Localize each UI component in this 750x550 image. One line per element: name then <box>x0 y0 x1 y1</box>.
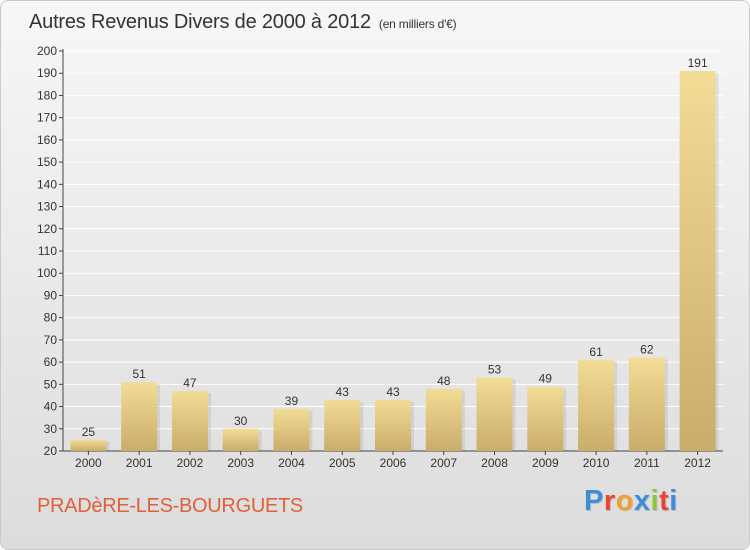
data-label-2002: 47 <box>183 376 197 390</box>
data-label-2012: 191 <box>688 56 708 70</box>
y-tick-label: 160 <box>37 133 57 147</box>
bar-2005 <box>324 399 361 451</box>
y-tick-label: 90 <box>44 288 58 302</box>
y-tick-label: 110 <box>38 244 57 258</box>
x-tick-label-2005: 2005 <box>329 456 356 470</box>
bar-2003 <box>222 428 259 451</box>
bar-2006 <box>375 399 411 451</box>
logo-letter: r <box>603 485 616 517</box>
y-tick-label: 50 <box>44 377 58 391</box>
y-tick-label: 140 <box>37 177 57 191</box>
y-tick-label: 180 <box>37 88 57 102</box>
bar-2002 <box>171 391 208 451</box>
y-tick-label: 130 <box>37 200 57 214</box>
data-label-2010: 61 <box>589 345 603 359</box>
y-tick-label: 200 <box>37 44 57 58</box>
y-tick-label: 190 <box>37 66 57 80</box>
data-label-2004: 39 <box>285 394 299 408</box>
x-tick-label-2007: 2007 <box>430 456 457 470</box>
logo-letter: o <box>615 485 634 517</box>
y-tick-label: 40 <box>44 400 58 414</box>
chart-unit: (en milliers d'€) <box>378 17 457 31</box>
bar-2012 <box>679 71 716 451</box>
data-label-2006: 43 <box>386 385 400 399</box>
y-tick-label: 30 <box>44 422 58 436</box>
y-tick-label: 60 <box>44 355 58 369</box>
city-name: PRADèRE-LES-BOURGUETS <box>37 495 303 517</box>
data-label-2005: 43 <box>336 385 350 399</box>
x-tick-label-2006: 2006 <box>380 456 407 470</box>
y-tick-label: 150 <box>37 155 57 169</box>
x-tick-label-2004: 2004 <box>278 456 305 470</box>
y-tick-label: 170 <box>37 111 57 125</box>
logo-letter: x <box>633 485 651 517</box>
data-label-2011: 62 <box>640 343 654 357</box>
x-tick-label-2002: 2002 <box>177 456 204 470</box>
data-label-2000: 25 <box>82 425 96 439</box>
x-tick-label-2008: 2008 <box>481 456 508 470</box>
bar-2007 <box>425 388 462 451</box>
x-tick-label-2003: 2003 <box>227 456 254 470</box>
data-label-2008: 53 <box>488 363 502 377</box>
logo-letter: t <box>659 485 670 517</box>
x-tick-label-2011: 2011 <box>634 456 660 470</box>
x-tick-label-2012: 2012 <box>684 456 711 470</box>
data-label-2001: 51 <box>132 367 146 381</box>
chart-title-text: Autres Revenus Divers de 2000 à 2012 <box>29 11 371 33</box>
x-tick-label-2000: 2000 <box>75 456 102 470</box>
y-tick-label: 100 <box>37 266 57 280</box>
proxiti-logo: Proxiti <box>584 485 678 518</box>
x-tick-label-2010: 2010 <box>583 456 610 470</box>
bar-2001 <box>121 382 158 451</box>
data-label-2007: 48 <box>437 374 451 388</box>
bar-2010 <box>578 359 615 451</box>
x-tick-label-2001: 2001 <box>126 456 153 470</box>
y-tick-label: 80 <box>44 311 58 325</box>
y-tick-label: 20 <box>44 444 58 458</box>
chart-title: Autres Revenus Divers de 2000 à 2012 (en … <box>29 11 457 34</box>
data-label-2003: 30 <box>234 414 248 428</box>
logo-letter: i <box>650 485 660 517</box>
logo-letter: i <box>669 485 678 517</box>
y-tick-label: 120 <box>37 222 57 236</box>
bar-2004 <box>273 408 310 451</box>
data-label-2009: 49 <box>539 372 553 386</box>
y-tick-label: 70 <box>44 333 58 347</box>
bar-2000 <box>70 439 107 451</box>
x-tick-label-2009: 2009 <box>532 456 559 470</box>
logo-letter: P <box>584 485 604 517</box>
bar-2011 <box>628 357 665 451</box>
bar-2008 <box>476 377 513 451</box>
bar-2009 <box>527 386 564 451</box>
